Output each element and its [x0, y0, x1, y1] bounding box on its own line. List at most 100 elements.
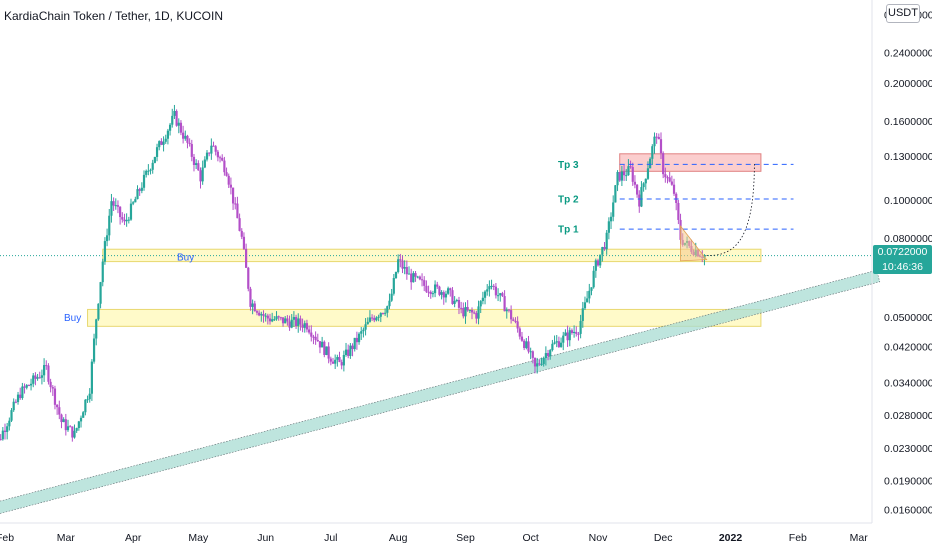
candle-body	[677, 202, 680, 220]
candle-body	[323, 341, 326, 355]
candle-body	[188, 142, 191, 145]
candle	[286, 315, 289, 326]
tp-label: Tp 2	[558, 194, 579, 205]
candle-body	[73, 430, 76, 438]
candle	[271, 312, 274, 323]
candle	[633, 175, 637, 189]
annotations-layer: Buy Buy Tp 3 Tp 2 Tp 1	[64, 160, 794, 324]
candle	[429, 290, 432, 299]
currency-selector-button[interactable]: USDT	[886, 4, 920, 23]
candle-body	[531, 351, 534, 358]
candle	[227, 173, 230, 189]
candle-body	[377, 316, 380, 318]
candle	[173, 104, 176, 120]
candle-body	[119, 206, 122, 218]
candle-body	[407, 273, 411, 275]
chart-title: KardiaChain Token / Tether, 1D, KUCOIN	[4, 9, 223, 23]
candle	[275, 311, 278, 321]
candle-body	[284, 318, 287, 324]
candle	[370, 314, 374, 321]
buy-label: Buy	[177, 253, 194, 264]
resistance-zone	[619, 153, 762, 172]
candle-body	[586, 298, 589, 303]
candle	[325, 346, 328, 356]
candle	[518, 326, 521, 340]
candle-body	[405, 266, 408, 275]
candle-body	[123, 219, 126, 222]
candle-body	[99, 282, 102, 304]
candle	[340, 359, 343, 370]
candle-body	[6, 426, 9, 432]
candle	[631, 162, 634, 186]
candle	[590, 287, 593, 296]
candle	[182, 125, 185, 144]
candle-body	[275, 316, 278, 320]
candle-body	[201, 167, 204, 182]
candle	[486, 284, 489, 296]
candle	[199, 167, 202, 189]
candle	[336, 354, 339, 367]
candle	[268, 313, 272, 325]
time-axis-label: Aug	[389, 532, 408, 544]
candle-body	[171, 115, 174, 125]
candle	[108, 208, 111, 241]
candle	[549, 348, 552, 360]
candle	[594, 258, 597, 278]
candle	[71, 426, 74, 442]
candle-body	[588, 290, 591, 299]
candle	[642, 182, 645, 192]
candle	[496, 288, 500, 302]
candle-body	[453, 300, 456, 304]
candle	[142, 170, 146, 191]
candle-body	[347, 349, 350, 356]
price-axis-label: 0.0420000	[884, 342, 932, 354]
candle	[416, 275, 419, 279]
candle-body	[486, 289, 489, 292]
candle-body	[631, 167, 634, 182]
candle	[405, 260, 408, 280]
candle-body	[153, 156, 156, 163]
candle-body	[368, 317, 372, 322]
candle	[436, 281, 439, 289]
time-axis-label: Jul	[324, 532, 337, 544]
candle	[155, 143, 159, 162]
candle-body	[262, 314, 265, 316]
candle	[510, 305, 513, 324]
candle	[195, 159, 198, 170]
candle-body	[479, 301, 482, 307]
candle	[212, 141, 215, 147]
candle-body	[353, 337, 356, 350]
candle	[216, 149, 219, 162]
candle	[622, 164, 626, 182]
candle	[42, 358, 46, 382]
candle	[492, 283, 495, 291]
candle	[514, 317, 517, 324]
candle-body	[494, 286, 498, 296]
time-axis-label: Mar	[850, 532, 869, 544]
candle-body	[314, 336, 317, 340]
candle-body	[370, 317, 374, 319]
candle	[568, 327, 571, 347]
candle-body	[553, 342, 556, 344]
candle	[47, 363, 50, 385]
candle	[134, 196, 137, 203]
candle-body	[212, 145, 215, 147]
candle	[86, 395, 89, 403]
candle	[523, 339, 526, 351]
zones-layer	[0, 153, 872, 327]
candle-body	[672, 184, 676, 194]
last-price-label: 0.0722000	[873, 245, 932, 260]
candle	[49, 378, 52, 393]
candle-body	[32, 375, 35, 384]
candle	[23, 383, 26, 394]
candle-body	[601, 247, 604, 255]
time-axis-label: Nov	[589, 532, 608, 544]
candle-body	[66, 426, 70, 431]
candle	[16, 391, 20, 405]
candle-body	[77, 421, 80, 429]
candle	[466, 300, 469, 312]
candle-body	[523, 340, 526, 348]
